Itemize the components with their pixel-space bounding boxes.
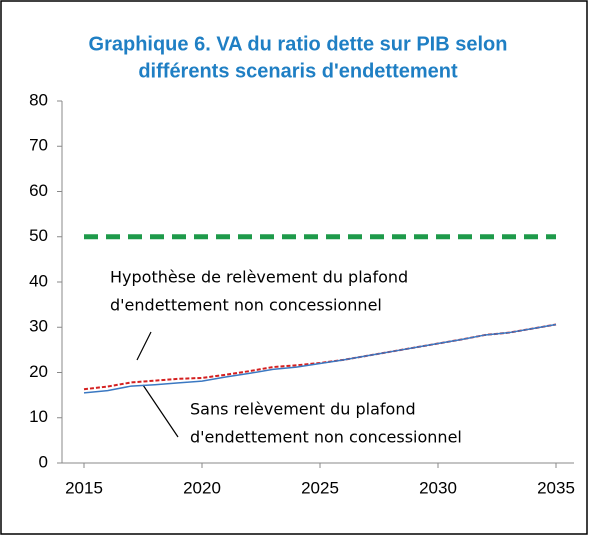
y-tick-label: 30 (29, 317, 48, 336)
y-tick-label: 50 (29, 226, 48, 245)
annotation: d'endettement non concessionnel (190, 428, 462, 447)
chart-title: Graphique 6. VA du ratio dette sur PIB s… (89, 33, 508, 55)
y-tick-label: 60 (29, 181, 48, 200)
pointer (142, 384, 179, 438)
x-tick-label: 2030 (419, 478, 457, 497)
x-tick-label: 2035 (537, 478, 575, 497)
series-line (83, 323, 557, 394)
x-tick-label: 2025 (301, 478, 339, 497)
y-tick-label: 80 (29, 90, 48, 109)
y-tick-label: 0 (39, 452, 48, 471)
y-tick-label: 70 (29, 136, 48, 155)
x-tick-label: 2020 (183, 478, 221, 497)
y-tick-label: 10 (29, 407, 48, 426)
annotation: d'endettement non concessionnel (110, 296, 382, 315)
chart-title: différents scenaris d'endettement (138, 60, 458, 82)
annotation: Sans relèvement du plafond (190, 400, 416, 419)
y-tick-label: 40 (29, 271, 48, 290)
pointer (136, 331, 152, 361)
x-tick-label: 2015 (65, 478, 103, 497)
annotation: Hypothèse de relèvement du plafond (110, 268, 408, 287)
y-tick-label: 20 (29, 362, 48, 381)
